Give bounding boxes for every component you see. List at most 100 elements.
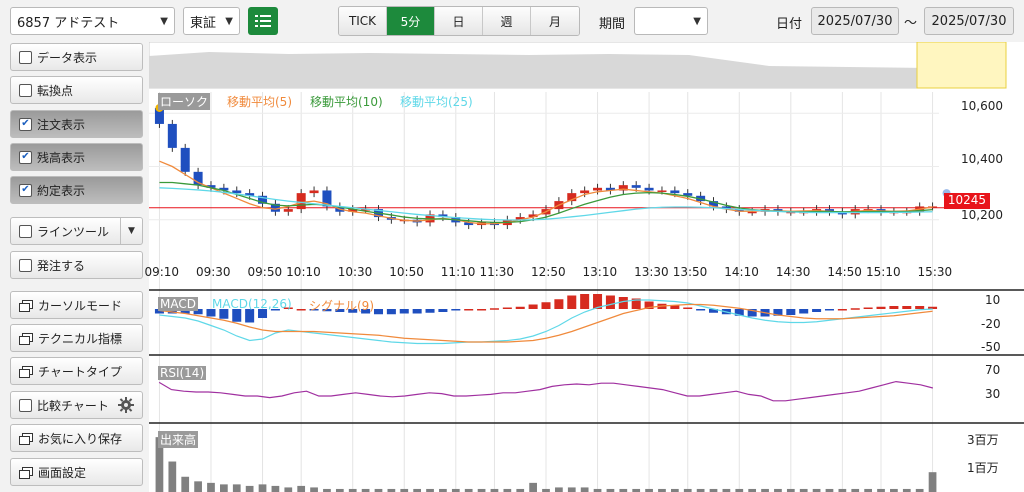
candle	[245, 193, 255, 196]
date-from-field[interactable]: 2025/07/30	[811, 7, 899, 35]
macd-histogram-bar	[451, 309, 461, 311]
macd-histogram-bar	[180, 309, 190, 314]
position-display-toggle[interactable]: ✔ 残高表示	[10, 143, 143, 171]
macd-histogram-bar	[670, 305, 680, 309]
date-to-field[interactable]: 2025/07/30	[924, 7, 1014, 35]
y-tick: 10,200	[961, 208, 1003, 222]
volume-bar	[658, 488, 666, 492]
volume-bar	[696, 488, 705, 492]
candle	[618, 185, 628, 191]
volume-bar	[400, 488, 409, 492]
chevron-down-icon[interactable]: ▼	[120, 218, 142, 244]
volume-bar	[774, 488, 782, 492]
chart-type-button[interactable]: チャートタイプ	[10, 357, 143, 385]
macd-histogram-bar	[373, 309, 384, 315]
compare-chart-toggle[interactable]: 比較チャート	[10, 391, 143, 419]
volume-bar	[168, 461, 177, 492]
window-icon	[19, 365, 33, 378]
volume-bar	[786, 488, 795, 492]
list-menu-button[interactable]	[248, 7, 278, 35]
candle	[361, 209, 371, 211]
period-label: 期間	[599, 17, 626, 32]
technical-button[interactable]: テクニカル指標	[10, 324, 143, 352]
macd-histogram-bar	[747, 309, 757, 317]
macd-histogram-bar	[296, 309, 306, 311]
x-tick: 10:10	[286, 265, 321, 279]
volume-bar	[838, 488, 847, 492]
tab-month[interactable]: 月	[531, 7, 579, 35]
navigator-window[interactable]	[916, 42, 1007, 89]
window-icon	[19, 332, 33, 345]
legend-rsi: RSI(14)	[158, 366, 207, 380]
period-select[interactable]: ▼	[634, 7, 708, 35]
candle	[670, 190, 680, 194]
place-order-toggle[interactable]: 発注する	[10, 251, 143, 279]
order-display-toggle[interactable]: ✔ 注文表示	[10, 110, 143, 138]
stock-select[interactable]: 6857 アドテスト ▼	[10, 7, 175, 35]
candle	[283, 209, 293, 212]
volume-bar	[490, 488, 499, 492]
volume-bar	[761, 488, 769, 492]
tab-week[interactable]: 週	[483, 7, 531, 35]
data-display-toggle[interactable]: データ表示	[10, 43, 143, 71]
macd-histogram-bar	[167, 309, 177, 314]
chart-area[interactable]: ローソク 移動平均(5) 移動平均(10) 移動平均(25) 10,600 10…	[144, 42, 1024, 492]
volume-bar	[864, 488, 872, 492]
volume-bar	[670, 488, 679, 492]
macd-histogram-bar	[348, 309, 358, 313]
market-select[interactable]: 東証 ▼	[183, 7, 240, 35]
line-tool-toggle[interactable]: ラインツール ▼	[10, 217, 143, 245]
screen-settings-button[interactable]: 画面設定	[10, 458, 143, 486]
list-icon	[255, 15, 271, 27]
volume-bar	[348, 488, 357, 492]
macd-histogram-bar	[464, 309, 474, 311]
candle	[593, 187, 603, 191]
macd-histogram-bar	[232, 309, 242, 322]
candle	[605, 187, 615, 191]
tab-day[interactable]: 日	[435, 7, 483, 35]
macd-histogram-bar	[786, 309, 796, 315]
candle	[708, 201, 719, 207]
volume-bar	[735, 488, 744, 492]
legend-ma10: 移動平均(10)	[310, 95, 383, 109]
gear-icon[interactable]	[118, 397, 134, 413]
legend-candle: ローソク	[158, 93, 211, 110]
macd-histogram-bar	[283, 307, 293, 309]
signal-line	[159, 303, 933, 343]
save-favorite-button[interactable]: お気に入り保存	[10, 424, 143, 452]
candle	[683, 193, 693, 196]
chart-canvas[interactable]	[149, 42, 1024, 492]
candle	[464, 222, 474, 226]
candle	[180, 147, 190, 172]
stock-select-value: 6857 アドテスト	[17, 15, 120, 31]
macd-histogram-bar	[928, 306, 938, 309]
volume-bar	[155, 437, 164, 492]
macd-histogram-bar	[876, 306, 886, 309]
candle	[631, 185, 641, 188]
candle	[322, 190, 332, 207]
macd-histogram-bar	[258, 309, 268, 318]
candle	[167, 123, 177, 148]
x-tick: 11:10	[440, 265, 476, 279]
volume-bar	[529, 482, 537, 492]
candle	[747, 211, 757, 214]
macd-histogram-bar	[799, 309, 809, 314]
y-tick: 10,400	[961, 152, 1003, 166]
macd-histogram-bar	[477, 309, 487, 311]
macd-histogram-bar	[399, 309, 409, 314]
tab-tick[interactable]: TICK	[339, 7, 387, 35]
candle	[219, 187, 229, 191]
macd-histogram-bar	[322, 309, 332, 312]
macd-histogram-bar	[554, 299, 564, 309]
candle	[296, 193, 306, 210]
candle	[657, 190, 667, 192]
cursor-mode-button[interactable]: カーソルモード	[10, 291, 143, 319]
y-tick: -50	[981, 340, 1001, 354]
execution-display-toggle[interactable]: ✔ 約定表示	[10, 176, 143, 204]
tab-5min[interactable]: 5分	[387, 7, 435, 35]
x-tick: 13:10	[582, 265, 618, 279]
candle	[824, 209, 834, 212]
turning-point-toggle[interactable]: 転換点	[10, 76, 143, 104]
macd-histogram-bar	[618, 297, 628, 309]
x-tick: 11:30	[479, 265, 515, 279]
